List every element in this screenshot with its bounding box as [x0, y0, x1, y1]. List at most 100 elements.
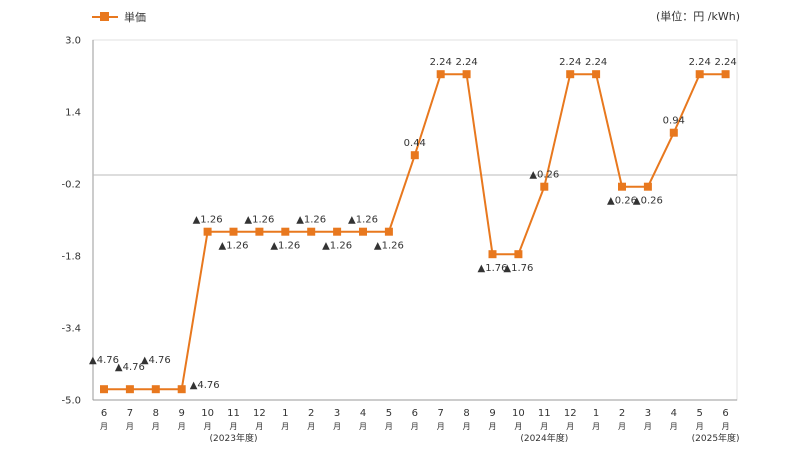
data-point: [540, 182, 549, 191]
data-point: [255, 227, 264, 236]
y-tick-label: -3.4: [61, 324, 81, 335]
x-tick-month-char: 月: [437, 422, 445, 431]
data-point: [203, 227, 212, 236]
x-tick-label: 2: [308, 408, 314, 419]
x-tick-label: 6: [101, 408, 107, 419]
x-tick-label: 2: [619, 408, 625, 419]
x-tick-month-char: 月: [644, 422, 652, 431]
legend-swatch: [92, 11, 118, 23]
fiscal-year-label: (2025年度): [692, 432, 740, 444]
x-tick-month-char: 月: [618, 422, 626, 431]
fiscal-year-label: (2023年度): [210, 432, 258, 444]
data-label: ▲1.26: [348, 215, 378, 226]
data-label: 2.24: [430, 57, 452, 68]
x-tick-month-char: 月: [333, 422, 341, 431]
x-tick-label: 4: [671, 408, 677, 419]
data-point: [462, 70, 471, 79]
x-tick-label: 3: [645, 408, 651, 419]
x-tick-label: 10: [512, 408, 525, 419]
x-tick-month-char: 月: [411, 422, 419, 431]
data-label: 0.44: [404, 138, 426, 149]
legend: 単価: [92, 9, 146, 25]
data-point: [151, 385, 160, 394]
data-label: ▲4.76: [115, 362, 145, 373]
x-tick-label: 5: [697, 408, 703, 419]
data-point: [333, 227, 342, 236]
y-tick-label: 3.0: [65, 36, 81, 47]
data-point: [436, 70, 445, 79]
x-tick-month-char: 月: [204, 422, 212, 431]
x-tick-label: 9: [489, 408, 495, 419]
data-label: ▲4.76: [89, 355, 119, 366]
x-tick-label: 1: [282, 408, 288, 419]
data-label: ▲1.26: [219, 241, 249, 252]
x-tick-month-char: 月: [722, 422, 730, 431]
x-tick-label: 11: [227, 408, 240, 419]
data-label: 2.24: [559, 57, 581, 68]
x-tick-label: 3: [334, 408, 340, 419]
data-label: ▲1.76: [503, 263, 533, 274]
data-point: [359, 227, 367, 236]
x-tick-label: 5: [386, 408, 392, 419]
data-point: [592, 70, 601, 79]
data-label: ▲1.26: [193, 215, 223, 226]
x-tick-label: 10: [201, 408, 214, 419]
y-tick-label: -1.8: [61, 252, 81, 263]
x-tick-month-char: 月: [540, 422, 548, 431]
x-tick-label: 7: [438, 408, 444, 419]
data-label: ▲1.76: [478, 263, 508, 274]
y-tick-label: 1.4: [65, 108, 81, 119]
x-tick-month-char: 月: [126, 422, 134, 431]
x-tick-month-char: 月: [670, 422, 678, 431]
data-label: ▲0.26: [633, 196, 663, 207]
x-tick-month-char: 月: [696, 422, 704, 431]
data-label: 2.24: [714, 57, 736, 68]
x-tick-label: 7: [127, 408, 133, 419]
x-tick-month-char: 月: [281, 422, 289, 431]
x-tick-label: 6: [722, 408, 728, 419]
legend-marker: [100, 12, 109, 21]
x-tick-month-char: 月: [152, 422, 160, 431]
data-point: [410, 151, 419, 160]
data-label: ▲4.76: [190, 380, 220, 391]
data-point: [384, 227, 393, 236]
data-point: [488, 250, 497, 259]
x-tick-label: 8: [153, 408, 159, 419]
data-point: [695, 70, 704, 79]
data-label: 0.94: [663, 116, 685, 127]
data-label: 2.24: [455, 57, 477, 68]
data-point: [177, 385, 186, 394]
x-tick-month-char: 月: [566, 422, 574, 431]
y-tick-label: -0.2: [61, 180, 81, 191]
x-tick-label: 8: [463, 408, 469, 419]
data-point: [514, 250, 523, 259]
x-tick-month-char: 月: [592, 422, 600, 431]
data-point: [643, 182, 652, 191]
x-tick-label: 6: [412, 408, 418, 419]
series-line: [104, 73, 726, 391]
data-label: ▲0.26: [529, 170, 559, 181]
x-tick-month-char: 月: [307, 422, 315, 431]
data-label: ▲1.26: [270, 241, 300, 252]
x-tick-month-char: 月: [489, 422, 497, 431]
x-tick-month-char: 月: [255, 422, 263, 431]
data-label: ▲4.76: [141, 355, 171, 366]
data-label: 2.24: [585, 57, 607, 68]
legend-label: 単価: [124, 11, 146, 24]
x-tick-month-char: 月: [100, 422, 108, 431]
fiscal-year-label: (2024年度): [520, 432, 568, 444]
data-label: ▲0.26: [607, 196, 637, 207]
x-tick-label: 1: [593, 408, 599, 419]
x-tick-label: 12: [253, 408, 266, 419]
x-tick-label: 4: [360, 408, 366, 419]
data-label: ▲1.26: [296, 215, 326, 226]
data-label: ▲1.26: [244, 215, 274, 226]
data-point: [125, 385, 134, 394]
x-tick-month-char: 月: [385, 422, 393, 431]
x-tick-month-char: 月: [463, 422, 471, 431]
x-tick-month-char: 月: [514, 422, 522, 431]
data-point: [281, 227, 290, 236]
unit-label: (単位：円 /kWh): [655, 10, 740, 23]
data-point: [100, 385, 108, 394]
